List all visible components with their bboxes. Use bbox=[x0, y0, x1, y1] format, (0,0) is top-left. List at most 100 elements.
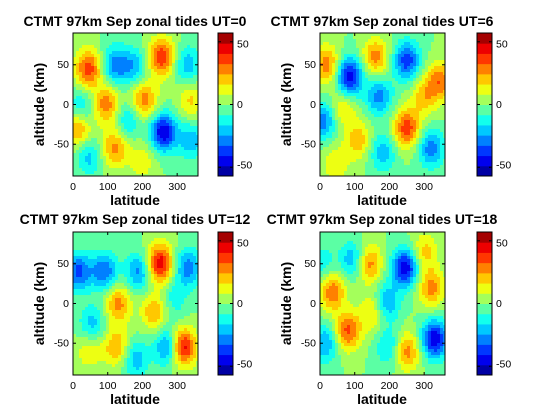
heatmap-cell bbox=[169, 141, 173, 145]
heatmap-cell bbox=[347, 51, 351, 55]
heatmap-cell bbox=[431, 144, 435, 148]
heatmap-cell bbox=[103, 48, 107, 52]
heatmap-cell bbox=[127, 84, 131, 88]
heatmap-cell bbox=[413, 90, 417, 94]
heatmap-cell bbox=[127, 256, 131, 260]
heatmap-cell bbox=[374, 150, 378, 154]
heatmap-cell bbox=[187, 66, 191, 70]
heatmap-cell bbox=[139, 144, 143, 148]
heatmap-cell bbox=[329, 168, 333, 172]
heatmap-cell bbox=[88, 232, 92, 236]
heatmap-cell bbox=[193, 256, 197, 260]
heatmap-cell bbox=[169, 129, 173, 133]
heatmap-cell bbox=[82, 174, 86, 177]
heatmap-cell bbox=[76, 123, 80, 127]
heatmap-cell bbox=[362, 48, 366, 52]
heatmap-cell bbox=[341, 168, 345, 172]
heatmap-cell bbox=[190, 144, 194, 148]
heatmap-cell bbox=[440, 78, 444, 82]
heatmap-cell bbox=[368, 123, 372, 127]
heatmap-cell bbox=[401, 60, 405, 64]
heatmap-cell bbox=[163, 271, 167, 275]
heatmap-cell bbox=[374, 54, 378, 58]
heatmap-cell bbox=[187, 63, 191, 67]
heatmap-cell bbox=[196, 75, 199, 79]
heatmap-cell bbox=[181, 36, 185, 40]
heatmap-cell bbox=[148, 105, 152, 109]
heatmap-cell bbox=[106, 147, 110, 151]
heatmap-cell bbox=[79, 108, 83, 112]
heatmap-cell bbox=[79, 168, 83, 172]
heatmap-cell bbox=[398, 123, 402, 127]
heatmap-cell bbox=[386, 171, 390, 175]
heatmap-cell bbox=[329, 33, 333, 37]
heatmap-cell bbox=[413, 114, 417, 118]
heatmap-cell bbox=[136, 93, 140, 97]
heatmap-cell bbox=[377, 168, 381, 172]
heatmap-cell bbox=[353, 135, 357, 139]
heatmap-cell bbox=[121, 168, 125, 172]
heatmap-cell bbox=[365, 99, 369, 103]
heatmap-cell bbox=[91, 165, 95, 169]
heatmap-cell bbox=[404, 153, 408, 157]
heatmap-cell bbox=[136, 48, 140, 52]
heatmap-cell bbox=[350, 51, 354, 55]
heatmap-cell bbox=[175, 72, 179, 76]
heatmap-cell bbox=[157, 156, 161, 160]
heatmap-cell bbox=[118, 153, 122, 157]
heatmap-cell bbox=[160, 87, 164, 91]
heatmap-cell bbox=[401, 57, 405, 61]
heatmap-cell bbox=[163, 156, 167, 160]
heatmap-cell bbox=[359, 153, 363, 157]
heatmap-cell bbox=[190, 129, 194, 133]
heatmap-cell bbox=[145, 33, 149, 37]
heatmap-cell bbox=[91, 42, 95, 46]
heatmap-cell bbox=[398, 138, 402, 142]
heatmap-cell bbox=[172, 117, 176, 121]
heatmap-cell bbox=[377, 45, 381, 49]
heatmap-cell bbox=[431, 72, 435, 76]
heatmap-cell bbox=[422, 117, 426, 121]
heatmap-cell bbox=[187, 250, 191, 254]
heatmap-cell bbox=[395, 171, 399, 175]
heatmap-cell bbox=[184, 126, 188, 130]
heatmap-cell bbox=[88, 244, 92, 248]
heatmap-cell bbox=[109, 168, 113, 172]
heatmap-cell bbox=[196, 45, 199, 49]
x-tick-label: 0 bbox=[317, 181, 323, 193]
heatmap-cell bbox=[434, 114, 438, 118]
heatmap-cell bbox=[413, 153, 417, 157]
heatmap-cell bbox=[431, 171, 435, 175]
heatmap-cell bbox=[368, 171, 372, 175]
heatmap-cell bbox=[380, 36, 384, 40]
heatmap-cell bbox=[356, 69, 360, 73]
heatmap-cell bbox=[410, 63, 414, 67]
heatmap-cell bbox=[166, 274, 170, 278]
heatmap-cell bbox=[437, 54, 441, 58]
heatmap-cell bbox=[139, 150, 143, 154]
heatmap-cell bbox=[347, 150, 351, 154]
heatmap-cell bbox=[82, 244, 86, 248]
heatmap-cell bbox=[193, 48, 197, 52]
heatmap-cell bbox=[85, 168, 89, 172]
heatmap-cell bbox=[73, 232, 77, 236]
heatmap-cell bbox=[76, 72, 80, 76]
heatmap-cell bbox=[335, 96, 339, 100]
heatmap-cell bbox=[356, 60, 360, 64]
heatmap-cell bbox=[413, 42, 417, 46]
heatmap-cell bbox=[178, 78, 182, 82]
heatmap-cell bbox=[109, 153, 113, 157]
heatmap-cell bbox=[389, 93, 393, 97]
heatmap-cell bbox=[91, 87, 95, 91]
heatmap-cell bbox=[428, 114, 432, 118]
heatmap-cell bbox=[196, 256, 199, 260]
heatmap-cell bbox=[163, 105, 167, 109]
heatmap-cell bbox=[347, 69, 351, 73]
heatmap-cell bbox=[184, 42, 188, 46]
heatmap-cell bbox=[326, 33, 330, 37]
heatmap-cell bbox=[434, 69, 438, 73]
heatmap-cell bbox=[377, 99, 381, 103]
heatmap-cell bbox=[347, 33, 351, 37]
heatmap-cell bbox=[401, 132, 405, 136]
heatmap-cell bbox=[187, 232, 191, 236]
